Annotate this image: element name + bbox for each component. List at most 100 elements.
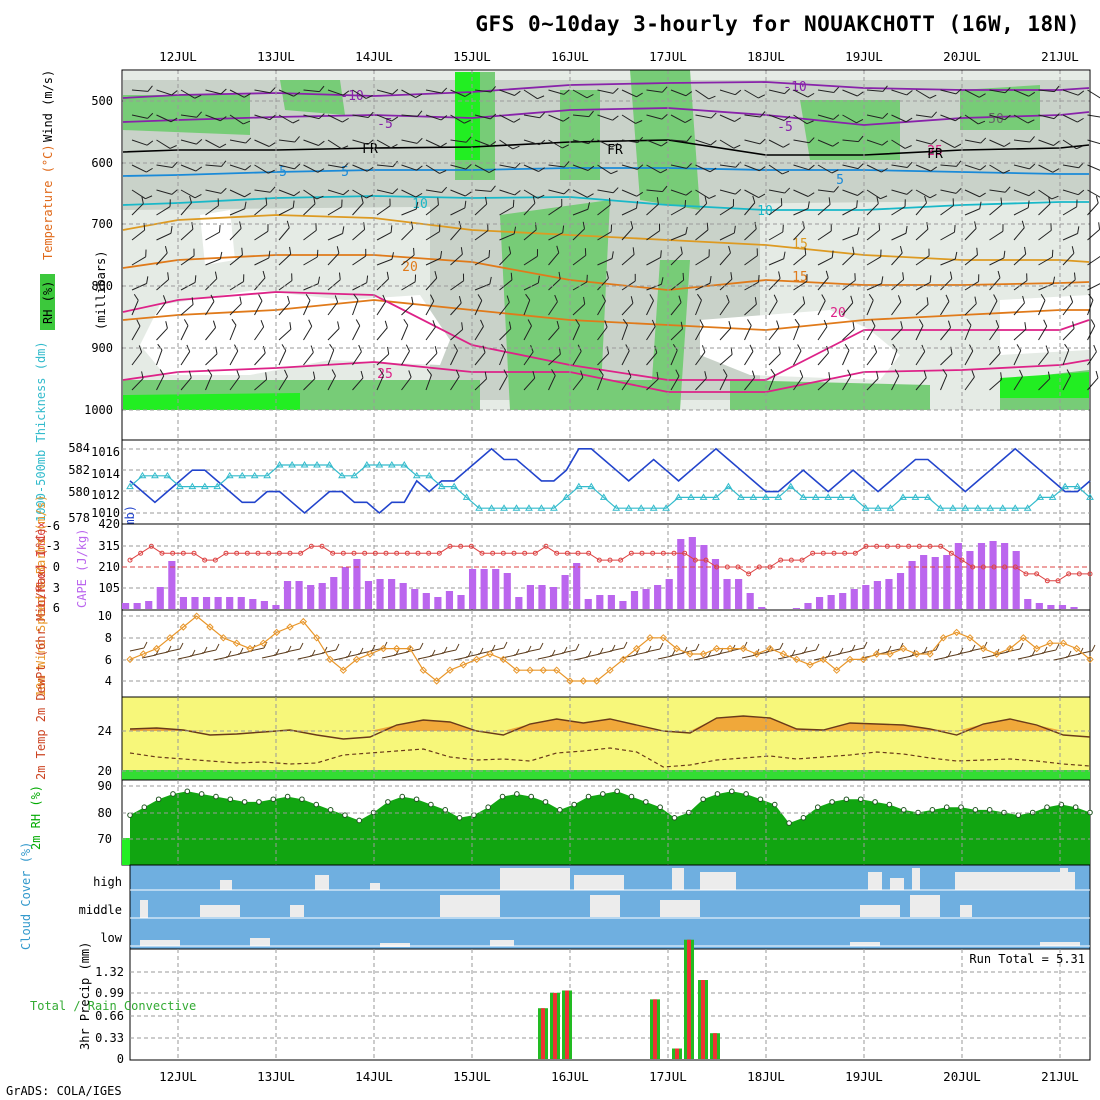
wind-barb (1013, 89, 1029, 97)
thickness-point (175, 482, 184, 490)
wind-barb (1013, 328, 1027, 341)
wind-barb-flag (347, 650, 352, 658)
thickness-point (475, 504, 483, 511)
wind-barb-flag (1051, 195, 1059, 200)
li-point (554, 550, 560, 556)
cloud-block (912, 868, 920, 890)
wind-barb-flag (194, 194, 202, 199)
thickness-point (213, 482, 222, 490)
thickness-point (961, 504, 970, 511)
cloud-block (370, 883, 380, 890)
date-label-top: 18JUL (747, 49, 785, 64)
wind-barb-flag (708, 195, 716, 199)
wind-barb-flag (1079, 647, 1084, 655)
wind-barb (1038, 139, 1054, 146)
wind-barb-flag (384, 320, 388, 328)
wind-barb-flag (480, 319, 484, 327)
wind-barb (1062, 301, 1074, 316)
wind-barb-flag (759, 138, 766, 145)
wind-speed-point (512, 666, 521, 674)
wind-barb-flag (299, 642, 304, 650)
thickness-point (811, 493, 820, 500)
wind-barb-flag (1002, 224, 1004, 232)
contour-label: 25 (927, 144, 943, 159)
wind-barb-flag (477, 294, 483, 301)
wind-barb (131, 256, 146, 266)
wind-barb-flag (1077, 226, 1080, 234)
wind-barb-flag (455, 369, 460, 377)
wind-barb (842, 376, 852, 391)
wind-barb (249, 647, 265, 652)
li-point (948, 550, 954, 556)
wind-barb (425, 277, 438, 291)
li-point (511, 550, 517, 556)
wind-barb (915, 139, 932, 145)
wind-barb (670, 114, 686, 123)
footer-credit: GrADS: COLA/IGES (6, 1084, 122, 1098)
li-point (532, 550, 538, 556)
wind-barb (572, 254, 587, 266)
wind-barb (572, 164, 589, 171)
wind-barb-flag (955, 187, 962, 194)
rh-point (886, 801, 893, 808)
wind-barb-flag (430, 294, 435, 302)
wind-barb (793, 114, 808, 125)
wind-speed-point (739, 644, 748, 653)
date-label-top: 17JUL (649, 49, 687, 64)
wind-barb-flag (708, 249, 710, 257)
wind-barb-flag (159, 369, 165, 376)
cloud-block (955, 872, 1075, 890)
cape-bar (896, 573, 905, 609)
contour-line (122, 254, 1090, 291)
wind-barb-flag (465, 191, 472, 197)
wind-barb-flag (170, 226, 173, 234)
li-point (959, 557, 965, 563)
wind-barb-flag (165, 321, 168, 329)
wind-barb-flag (783, 115, 791, 121)
wind-barb (376, 258, 393, 266)
wind-speed-point (139, 650, 148, 658)
wind-barb-flag (978, 120, 986, 125)
wind-barb-flag (390, 225, 393, 233)
wind-barb-flag (268, 142, 276, 147)
wind-barb (645, 648, 661, 653)
wind-barb (989, 300, 998, 316)
wind-barb-flag (684, 200, 687, 208)
contour-label: -10 (340, 89, 363, 104)
wind-barb (597, 139, 613, 148)
wind-barb-flag (587, 165, 595, 171)
wind-barb-flag (904, 199, 906, 207)
wind-barb-flag (876, 371, 879, 379)
wind-barb-flag (979, 201, 982, 209)
wind-barb-flag (136, 319, 141, 327)
wind-barb (891, 252, 903, 266)
wind-barb (1013, 114, 1029, 124)
contour-label: 5 (279, 165, 287, 180)
wind-barb (450, 302, 462, 316)
wind-barb-flag (857, 163, 864, 169)
wind-barb-flag (551, 649, 556, 657)
wind-barb-flag (1047, 371, 1051, 379)
wind-barb-flag (262, 345, 266, 354)
wind-barb-flag (455, 643, 460, 651)
rh-point (1044, 804, 1050, 811)
wind-speed-point (699, 650, 708, 658)
wind-barb-flag (195, 166, 203, 172)
wind-barb-flag (465, 164, 472, 170)
wind-barb (768, 139, 784, 148)
wind-barb (768, 258, 784, 266)
cape-bar (746, 593, 754, 609)
wind-barb-flag (803, 646, 808, 654)
wind-barb-flag (220, 88, 227, 95)
wind-barb (825, 653, 841, 658)
wind-barb-flag (892, 343, 898, 351)
wind-speed-point (979, 644, 988, 653)
wind-speed-point (886, 650, 894, 658)
wind-barb-flag (976, 247, 978, 255)
cape-bar (283, 581, 292, 609)
date-label-bottom: 20JUL (943, 1069, 981, 1084)
wind-barb (474, 230, 489, 241)
thickness-point (836, 493, 845, 500)
li-point (1034, 571, 1040, 577)
thickness-point (911, 493, 920, 500)
